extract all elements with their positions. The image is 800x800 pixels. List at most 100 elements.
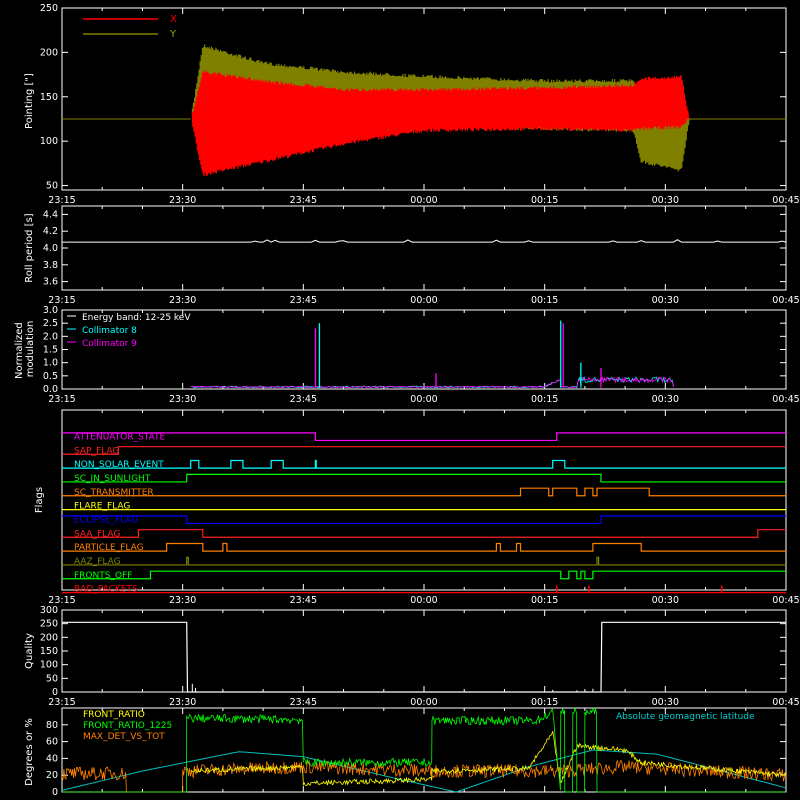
y-tick-label-pointing: 150	[40, 92, 58, 103]
x-tick-label-pointing: 00:30	[652, 195, 679, 206]
x-tick-label-quality: 23:30	[169, 697, 196, 708]
x-tick-label-roll: 00:45	[772, 295, 799, 306]
x-tick-label-roll: 23:30	[169, 295, 196, 306]
flag-line-attenuator-state	[62, 432, 786, 442]
flag-label-sc-transmitter: SC_TRANSMITTER	[74, 488, 154, 498]
ratio-series-max-det	[61, 759, 787, 793]
flag-label-sc-in-sunlight: SC_IN_SUNLIGHT	[74, 474, 151, 484]
flag-label-non-solar-event: NON_SOLAR_EVENT	[74, 460, 164, 470]
y-tick-label-quality: 150	[40, 646, 58, 657]
modulation-ylabel-line2: modulation	[25, 321, 36, 378]
roll-ylabel: Roll period [s]	[24, 213, 35, 282]
x-tick-label-quality: 00:45	[772, 697, 799, 708]
x-tick-label-mod: 00:45	[772, 394, 799, 405]
flag-line-sc-transmitter	[62, 487, 786, 497]
ratios-ylabel: Degrees or %	[24, 718, 35, 786]
x-tick-label-mod: 00:00	[410, 394, 437, 405]
pointing-legend: X Y	[83, 14, 177, 40]
quality-ylabel: Quality	[24, 633, 35, 669]
x-tick-label-mod: 00:30	[652, 394, 679, 405]
y-tick-label-modulation: 3.0	[43, 305, 58, 316]
legend-collimator-9: Collimator 9	[82, 339, 137, 349]
y-tick-label-modulation: 0.0	[43, 384, 58, 395]
x-tick-label-pointing: 00:15	[531, 195, 558, 206]
y-tick-label-modulation: 2.5	[43, 318, 58, 329]
y-tick-label-pointing: 250	[40, 3, 58, 14]
y-tick-label-modulation: 2.0	[43, 331, 58, 342]
x-tick-label-pointing: 23:15	[48, 195, 75, 206]
x-tick-label-quality: 23:45	[290, 697, 317, 708]
roll-period-line	[62, 239, 787, 243]
x-tick-label-flags: 00:00	[410, 595, 437, 606]
y-tick-label-modulation: 1.5	[43, 345, 58, 356]
flag-label-aaz-flag: AAZ_FLAG	[74, 557, 121, 567]
y-tick-label-ratios: 40	[46, 753, 58, 764]
flag-line-sap-flag	[62, 446, 786, 455]
x-tick-label-quality: 00:15	[531, 697, 558, 708]
flag-line-eclipse-flag	[62, 515, 786, 525]
legend-x: X	[170, 14, 177, 25]
x-tick-label-flags: 23:15	[48, 595, 75, 606]
x-tick-label-roll: 00:00	[410, 295, 437, 306]
x-tick-label-mod: 00:15	[531, 394, 558, 405]
flag-label-attenuator-state: ATTENUATOR_STATE	[74, 432, 166, 442]
flag-line-particle-flag	[62, 542, 786, 552]
y-tick-label-roll: 4.2	[43, 226, 58, 237]
y-tick-label-ratios: 60	[46, 737, 58, 748]
x-tick-label-flags: 00:45	[772, 595, 799, 606]
y-tick-label-roll: 3.8	[43, 260, 58, 271]
modulation-ylabel-line1: Normalized	[14, 322, 25, 379]
pointing-panel: Pointing ["] X Y	[24, 14, 177, 129]
flags-ylabel: Flags	[34, 487, 45, 513]
x-tick-label-flags: 23:30	[169, 595, 196, 606]
x-tick-label-quality: 00:00	[410, 697, 437, 708]
y-tick-label-roll: 3.6	[43, 277, 58, 288]
ratio-series-front-ratio	[190, 731, 787, 787]
flag-label-saa-flag: SAA_FLAG	[74, 529, 120, 539]
legend-energy-band: Energy band: 12-25 keV	[82, 313, 191, 323]
x-tick-label-pointing: 23:30	[169, 195, 196, 206]
legend-front-ratio: FRONT_RATIO	[83, 710, 145, 720]
pointing-series-x	[191, 70, 690, 177]
y-tick-label-modulation: 1.0	[43, 358, 58, 369]
x-tick-label-mod: 23:30	[169, 394, 196, 405]
x-tick-label-flags: 00:15	[531, 595, 558, 606]
x-tick-label-pointing: 23:45	[290, 195, 317, 206]
flag-label-particle-flag: PARTICLE_FLAG	[74, 543, 144, 553]
y-tick-label-quality: 250	[40, 619, 58, 630]
x-tick-label-pointing: 00:00	[410, 195, 437, 206]
x-tick-label-roll: 00:30	[652, 295, 679, 306]
x-tick-label-quality: 23:15	[48, 697, 75, 708]
ratio-series-geomag-latitude	[61, 749, 787, 793]
pointing-series	[62, 44, 786, 177]
x-tick-label-pointing: 00:45	[772, 195, 799, 206]
x-tick-label-flags: 00:30	[652, 595, 679, 606]
x-tick-label-quality: 00:30	[652, 697, 679, 708]
y-tick-label-pointing: 100	[40, 136, 58, 147]
modulation-series-collimator-9	[190, 375, 674, 389]
ratios-panel: Degrees or % FRONT_RATIO FRONT_RATIO_122…	[24, 710, 755, 786]
legend-front-ratio-1225: FRONT_RATIO_1225	[83, 721, 172, 731]
y-tick-label-quality: 0	[52, 687, 58, 698]
flag-line-aaz-flag	[62, 556, 786, 566]
chart-marks: 23:15 23:30 23:45 00:00 00:15 00:30 00:45 23:15…	[40, 3, 800, 798]
y-tick-label-pointing: 50	[46, 181, 58, 192]
ratios-legend: FRONT_RATIO FRONT_RATIO_1225 MAX_DET_VS_…	[83, 710, 755, 742]
y-tick-label-quality: 50	[46, 673, 58, 684]
y-tick-label-modulation: 0.5	[43, 371, 58, 382]
flag-label-fronts-off: FRONTS_OFF	[74, 571, 132, 581]
legend-y: Y	[169, 29, 177, 40]
modulation-series-collimator-8	[190, 375, 674, 389]
x-tick-label-flags: 23:45	[290, 595, 317, 606]
x-tick-label-roll: 23:45	[290, 295, 317, 306]
modulation-legend: Energy band: 12-25 keV Collimator 8 Coll…	[67, 313, 191, 349]
legend-collimator-8: Collimator 8	[82, 326, 137, 336]
flag-label-bad-packets: BAD_PACKETS	[74, 585, 138, 595]
modulation-panel: Normalized modulation Energy band: 12-25…	[14, 313, 191, 379]
x-tick-label-mod: 23:45	[290, 394, 317, 405]
y-tick-label-quality: 200	[40, 632, 58, 643]
flag-line-fronts-off	[62, 570, 786, 580]
y-tick-label-ratios: 20	[46, 770, 58, 781]
flag-label-flare-flag: FLARE_FLAG	[74, 502, 130, 512]
